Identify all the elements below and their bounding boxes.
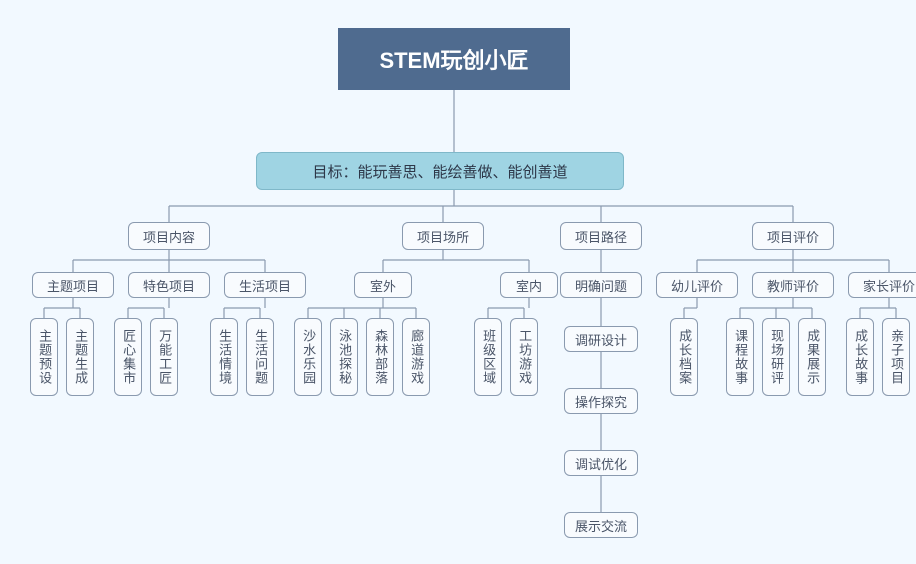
leaf: 生活情境 [210,318,238,396]
leaf: 亲子项目 [882,318,910,396]
l4-teacher: 教师评价 [752,272,834,298]
leaf: 成长故事 [846,318,874,396]
leaf: 泳池探秘 [330,318,358,396]
leaf: 成长档案 [670,318,698,396]
seq-2: 操作探究 [564,388,638,414]
leaf: 主题生成 [66,318,94,396]
l4-special: 特色项目 [128,272,210,298]
goal-label: 目标：能玩善思、能绘善做、能创善道 [312,161,567,182]
l3-eval: 项目评价 [752,222,834,250]
leaf: 生活问题 [246,318,274,396]
l4-outdoor: 室外 [354,272,412,298]
goal-node: 目标：能玩善思、能绘善做、能创善道 [256,152,624,190]
leaf: 班级区域 [474,318,502,396]
leaf: 匠心集市 [114,318,142,396]
leaf: 成果展示 [798,318,826,396]
leaf: 万能工匠 [150,318,178,396]
l3-place: 项目场所 [402,222,484,250]
leaf: 工坊游戏 [510,318,538,396]
root-label: STEM玩创小匠 [379,43,528,75]
l4-clarify: 明确问题 [560,272,642,298]
l4-life: 生活项目 [224,272,306,298]
l3-path: 项目路径 [560,222,642,250]
root-node: STEM玩创小匠 [338,28,570,90]
l4-parent: 家长评价 [848,272,916,298]
seq-4: 展示交流 [564,512,638,538]
leaf: 课程故事 [726,318,754,396]
leaf: 廊道游戏 [402,318,430,396]
l4-theme: 主题项目 [32,272,114,298]
leaf: 森林部落 [366,318,394,396]
seq-3: 调试优化 [564,450,638,476]
leaf: 现场研评 [762,318,790,396]
leaf: 主题预设 [30,318,58,396]
seq-1: 调研设计 [564,326,638,352]
l4-child: 幼儿评价 [656,272,738,298]
leaf: 沙水乐园 [294,318,322,396]
l4-indoor: 室内 [500,272,558,298]
l3-content: 项目内容 [128,222,210,250]
